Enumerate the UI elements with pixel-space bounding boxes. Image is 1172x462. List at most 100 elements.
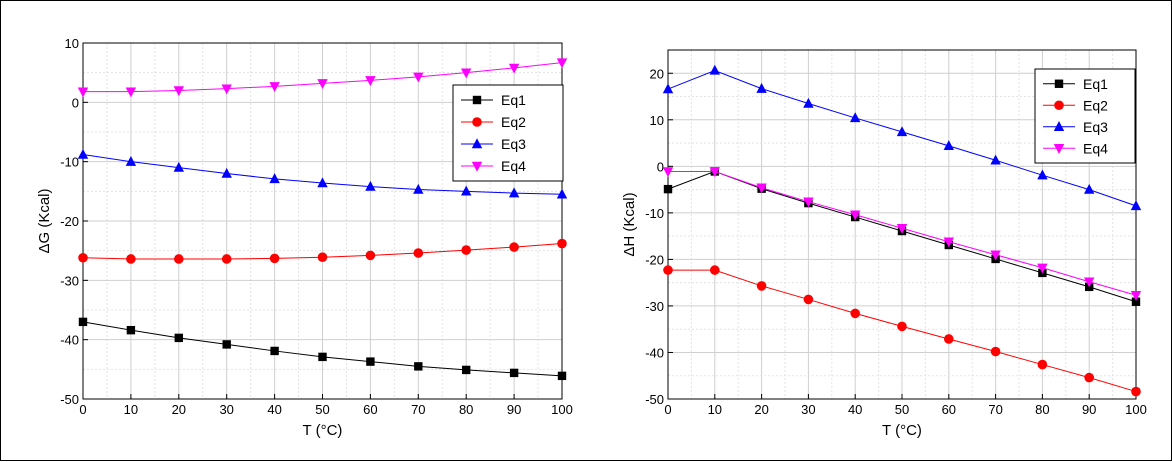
data-point [1130,200,1142,211]
x-tick-label: 50 [315,402,329,417]
x-tick-label: 10 [124,402,138,417]
data-point [756,183,767,194]
y-tick-label: -20 [60,214,79,229]
y-tick-label: -10 [645,206,664,221]
y-tick-label: 0 [657,159,664,174]
data-point [77,148,89,159]
data-point [943,140,954,151]
x-tick-label: 100 [551,402,573,417]
y-tick-label: 10 [65,36,79,51]
data-point [269,253,280,264]
x-tick-label: 0 [664,402,671,417]
data-point [173,161,184,172]
data-point [461,185,472,196]
x-tick-label: 100 [1125,402,1147,417]
data-point [126,325,136,335]
data-point [663,265,673,275]
data-point [803,294,814,305]
data-point [1131,297,1141,306]
data-point [1130,291,1142,301]
data-point [221,254,232,264]
data-point [125,155,137,166]
data-point [509,368,519,378]
legend-label: Eq1 [501,92,526,108]
series-eq3 [662,64,1142,211]
data-point [897,321,907,332]
data-point [756,82,767,93]
legend-label: Eq1 [1083,76,1108,92]
y-tick-label: -50 [645,392,664,407]
x-tick-label: 10 [708,402,722,417]
data-point [221,167,232,178]
y-tick-label: -10 [60,155,79,170]
legend-box [452,84,564,182]
x-tick-label: 90 [507,402,521,417]
data-point [174,333,183,343]
legend-marker [1053,144,1065,154]
legend: Eq1 Eq2 Eq3 Eq4 [452,84,564,182]
data-point [173,86,184,97]
data-point [365,76,376,87]
series-eq3 [77,148,568,199]
legend-label: Eq3 [501,136,526,152]
data-point [1084,372,1094,383]
data-point [317,177,328,188]
chart-2: 0 10 20 30 40 50 60 70 80 90 10020100-10-20-30-40-… [621,49,1147,439]
x-tick-label: 70 [411,402,425,417]
x-tick-label: 40 [848,402,862,417]
y-tick-label: -30 [645,299,664,314]
data-point [317,79,328,90]
data-point [850,210,861,221]
data-point [1037,359,1048,370]
x-axis-title: T (°C) [882,422,922,439]
series-eq1 [78,317,567,381]
data-point [990,346,1001,357]
legend-box [1034,68,1136,164]
data-point [125,87,137,98]
legend-marker [472,95,482,105]
data-point [803,97,814,108]
y-tick-label: 10 [650,113,664,128]
data-point [850,112,861,123]
data-point [77,87,89,98]
x-tick-label: 60 [363,402,377,417]
data-point [803,197,814,208]
y-axis-title: ΔH (Kcal) [621,192,638,256]
data-point [414,362,423,371]
legend: Eq1 Eq2 Eq3 Eq4 [1034,68,1136,164]
x-tick-label: 30 [801,402,815,417]
series-eq2 [78,238,567,264]
y-tick-label: -40 [645,345,664,360]
data-point [944,334,954,344]
legend-label: Eq2 [1083,97,1108,113]
series-eq4 [662,167,1142,301]
y-tick-label: -20 [645,252,664,267]
x-tick-label: 0 [79,402,86,417]
data-point [366,357,375,366]
data-point [365,250,376,261]
y-tick-label: 20 [650,66,664,81]
x-tick-label: 40 [267,402,281,417]
x-tick-label: 30 [219,402,233,417]
data-point [1084,183,1095,194]
data-point [663,184,673,194]
data-point [462,365,471,375]
data-point [709,167,720,178]
y-tick-label: -40 [60,333,79,348]
data-point [317,252,328,262]
data-point [557,238,567,249]
data-point [943,237,954,248]
data-point [126,254,136,264]
x-tick-label: 70 [988,402,1002,417]
data-point [413,248,424,258]
x-tick-label: 50 [895,402,909,417]
data-point [1037,263,1048,274]
y-tick-label: -30 [60,273,79,288]
data-point [710,265,720,275]
data-point [461,68,472,79]
data-point [1084,277,1095,288]
data-point [461,245,472,255]
legend-label: Eq2 [501,114,526,130]
